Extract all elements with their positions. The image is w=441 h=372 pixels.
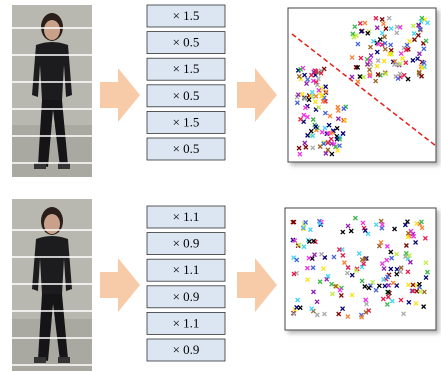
person-photo	[12, 5, 92, 177]
arrow	[100, 68, 140, 122]
arrow	[237, 258, 277, 312]
weight-label: × 0.9	[173, 342, 200, 357]
weight-label: × 1.5	[173, 8, 200, 23]
weight-label: × 1.5	[173, 114, 200, 129]
weight-label: × 1.5	[173, 61, 200, 76]
weight-label: × 0.9	[173, 236, 200, 251]
weight-label: × 0.5	[173, 35, 200, 50]
weight-label: × 1.1	[173, 262, 200, 277]
arrow	[237, 68, 277, 122]
person-photo	[12, 199, 92, 371]
weight-label: × 0.5	[173, 141, 200, 156]
weight-label: × 0.5	[173, 88, 200, 103]
arrow	[100, 258, 140, 312]
weight-label: × 0.9	[173, 289, 200, 304]
figure: × 1.5 × 0.5 × 1.5 × 0.5 × 1.5 × 0.5 × 1.1 × 0.9…	[0, 0, 441, 372]
weight-label: × 1.1	[173, 209, 200, 224]
weight-label: × 1.1	[173, 315, 200, 330]
